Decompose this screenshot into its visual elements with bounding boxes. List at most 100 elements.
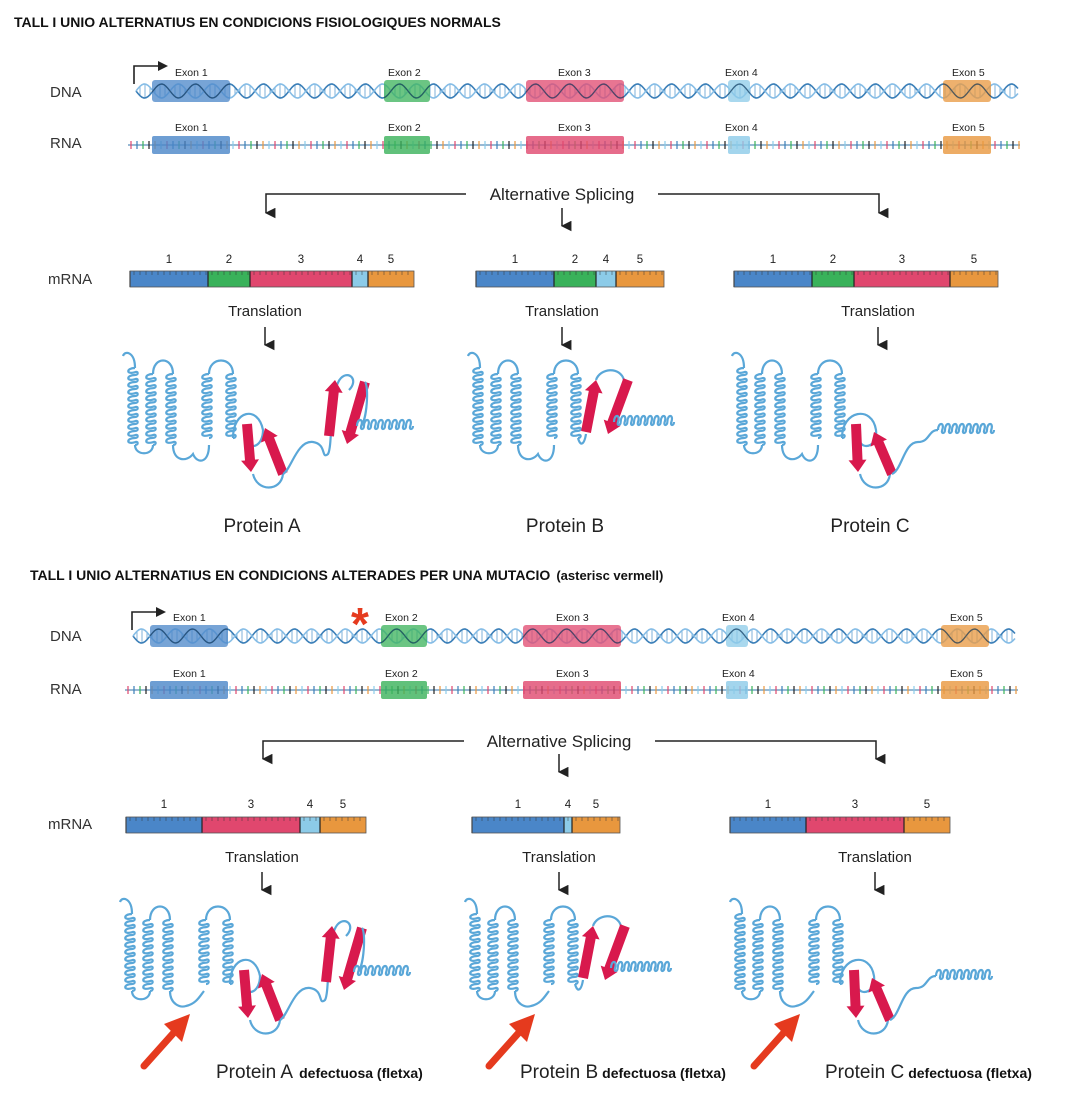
exon-label: Exon 3: [556, 668, 589, 680]
mrna-exon-number: 3: [852, 799, 858, 811]
loop: [151, 359, 175, 375]
mrna-outline: [729, 816, 951, 834]
alpha-helix: [222, 918, 234, 986]
alpha-helix: [510, 372, 522, 447]
dna-exon-labels: Exon 1 Exon 2 Exon 3 Exon 4 Exon 5: [173, 612, 983, 624]
dna-strand-over-exon: [725, 628, 749, 641]
beta-strand: [600, 924, 630, 980]
protein-name: Protein A defectuosa (fletxa): [216, 1062, 423, 1083]
dna-strand-over-exon: [151, 83, 231, 99]
mrna-isoforms: 1 2 3 4 5 1 2 4 5 1 2 3 5: [129, 254, 999, 288]
mutation-asterisk: *: [351, 598, 369, 650]
mrna-exon-number: 1: [161, 799, 167, 811]
n-terminus: [466, 351, 482, 369]
rna-exon: [941, 681, 989, 699]
protein-c-structure: [730, 351, 996, 489]
dna-label: DNA: [50, 84, 82, 101]
exon-label: Exon 5: [952, 122, 985, 134]
mrna-outline: [733, 270, 999, 288]
alpha-helix: [736, 366, 748, 447]
loop: [549, 905, 577, 921]
alpha-helix: [507, 918, 519, 993]
loop: [168, 990, 205, 1008]
dna-exon: [150, 625, 228, 647]
alpha-helix: [490, 372, 502, 447]
translation-label: Translation: [522, 849, 596, 866]
loop: [760, 359, 784, 375]
mrna-exon-segment: [368, 271, 414, 287]
splicing-arrows: [264, 193, 889, 232]
beta-strand: [578, 926, 600, 979]
mrna-exon-segment: [904, 817, 950, 833]
dna-strand-over-exon: [525, 83, 625, 99]
translation-label: Translation: [225, 849, 299, 866]
rna-exon: [726, 681, 748, 699]
dna-exon: [941, 625, 989, 647]
exon-label: Exon 1: [173, 668, 206, 680]
dna-exon: [523, 625, 621, 647]
beta-strand: [846, 969, 865, 1018]
beta-strand: [321, 926, 340, 983]
rna-strand: [125, 681, 1018, 699]
rna-strand: [128, 136, 1020, 154]
alpha-helix: [162, 918, 174, 993]
mrna-transcript: [729, 816, 951, 834]
n-terminus: [728, 897, 744, 915]
mrna-exon-segment: [476, 271, 554, 287]
n-terminus: [118, 897, 134, 915]
panel-normal: TALL I UNIO ALTERNATIUS EN CONDICIONS FI…: [14, 14, 1020, 537]
mrna-exon-number: 1: [770, 254, 776, 266]
exon-label: Exon 1: [175, 67, 208, 79]
mrna-exon-segment: [130, 271, 208, 287]
arrow-shaft: [485, 1024, 527, 1070]
panel-heading: TALL I UNIO ALTERNATIUS EN CONDICIONS FI…: [14, 14, 501, 30]
mrna-label: mRNA: [48, 816, 92, 833]
alpha-helix: [124, 912, 136, 993]
dna-exons: [151, 80, 992, 102]
mrna-exon-number: 3: [298, 254, 304, 266]
mrna-exon-number: 4: [603, 254, 610, 266]
alpha-helix: [774, 372, 786, 447]
dna-strand-over-exon: [940, 628, 990, 644]
alpha-helix: [834, 372, 846, 440]
panel-heading-text: TALL I UNIO ALTERNATIUS EN CONDICIONS AL…: [30, 567, 550, 583]
loop: [576, 433, 588, 445]
alpha-helix: [472, 366, 484, 447]
translation-label: Translation: [838, 849, 912, 866]
arrow-shaft: [750, 1024, 792, 1070]
rna-exon: [381, 681, 427, 699]
loop: [496, 359, 520, 375]
loop: [513, 990, 550, 1008]
beta-strand: [238, 969, 256, 1018]
exon-label: Exon 4: [725, 122, 758, 134]
alpha-helix: [752, 918, 764, 993]
rna-exon-labels: Exon 1 Exon 2 Exon 3 Exon 4 Exon 5: [173, 668, 983, 680]
beta-strand: [324, 380, 343, 437]
loop: [248, 1019, 282, 1035]
exon-label: Exon 4: [722, 668, 755, 680]
n-terminus: [121, 351, 137, 369]
loop: [780, 444, 820, 462]
mrna-exon-segment: [596, 271, 616, 287]
beta-strand: [581, 380, 603, 433]
alpha-helix-c-terminal: [936, 422, 996, 435]
beta-strand: [257, 974, 285, 1022]
alpha-helix: [543, 918, 555, 986]
mrna-exon-segment: [554, 271, 596, 287]
loop: [130, 990, 152, 1001]
alpha-helix-c-terminal: [355, 418, 415, 431]
alpha-helix: [810, 372, 822, 440]
mrna-exon-number: 4: [357, 254, 364, 266]
loop: [758, 905, 782, 921]
alpha-helix: [808, 918, 820, 986]
exon-label: Exon 3: [556, 612, 589, 624]
beta-strand: [260, 428, 288, 476]
alpha-helix-c-terminal: [352, 964, 412, 977]
alpha-helix: [570, 372, 582, 440]
loop: [814, 905, 842, 921]
loop: [840, 412, 878, 448]
dna-exon-labels: Exon 1 Exon 2 Exon 3 Exon 4 Exon 5: [175, 67, 985, 79]
beta-strand: [603, 378, 633, 434]
loop: [478, 444, 500, 455]
